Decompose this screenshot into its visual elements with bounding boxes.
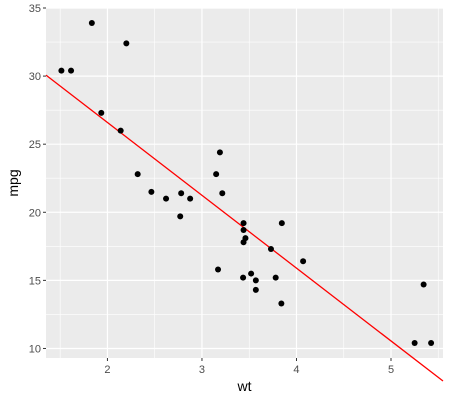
data-point [300,258,307,265]
data-point [428,340,435,347]
data-point [252,286,259,293]
data-point [117,127,124,134]
data-point [278,220,285,227]
y-tick-label: 30 [29,71,41,83]
data-point [177,213,184,220]
x-tick-label: 3 [199,364,205,376]
data-point [187,195,194,202]
y-tick-label: 35 [29,3,41,15]
y-tick-label: 20 [29,207,41,219]
data-layer [45,19,444,382]
data-point [278,300,285,307]
data-point [213,171,220,178]
x-tick-label: 2 [104,364,110,376]
data-point [219,190,226,197]
data-point [240,226,247,233]
data-point [123,40,130,47]
data-point [240,274,247,281]
data-point [68,67,75,74]
data-point [178,190,185,197]
plot-panel [46,8,443,358]
y-tick-label: 10 [29,343,41,355]
y-axis-title: mpg [5,169,21,196]
data-point [98,109,105,116]
data-point [420,281,427,288]
y-tick-label: 15 [29,275,41,287]
data-point [252,277,259,284]
data-point [267,246,274,253]
data-point [240,220,247,227]
data-point [215,266,222,273]
data-point [272,274,279,281]
data-point [411,340,418,347]
data-point [240,239,247,246]
data-point [148,188,155,195]
data-point [216,149,223,156]
x-tick-label: 5 [388,364,394,376]
data-point [88,19,95,26]
grid-lines [46,7,443,358]
x-tick-label: 4 [293,364,299,376]
data-point [163,195,170,202]
x-axis-title: wt [237,378,252,394]
data-point [134,171,141,178]
data-point [248,270,255,277]
y-tick-label: 25 [29,139,41,151]
data-point [58,67,65,74]
tick-layer: 2 3 4 5 10 15 20 25 30 35 [29,3,394,376]
